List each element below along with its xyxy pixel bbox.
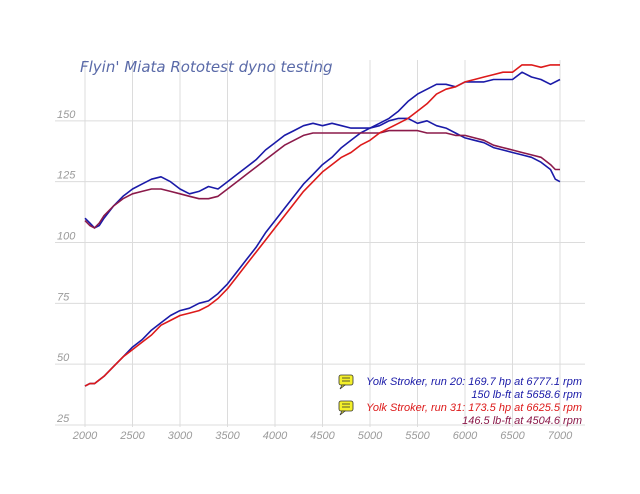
x-tick-label: 6500 <box>500 430 525 442</box>
legend: Yolk Stroker, run 20: 169.7 hp at 6777.1… <box>338 374 582 427</box>
note-icon <box>338 400 354 416</box>
series-line-2 <box>84 71 561 387</box>
legend-entry-text: Yolk Stroker, run 20: 169.7 hp at 6777.1… <box>366 376 582 388</box>
series-line-3 <box>84 129 560 229</box>
x-tick-label: 2500 <box>119 430 145 442</box>
x-tick-label: 5000 <box>358 430 383 442</box>
series-lines <box>84 64 561 387</box>
x-tick-label: 2000 <box>72 430 98 442</box>
y-tick-label: 100 <box>57 231 76 243</box>
series-line-4 <box>84 64 560 387</box>
legend-entry-text: 146.5 lb-ft at 4504.6 rpm <box>462 415 582 427</box>
x-tick-label: 3000 <box>168 430 193 442</box>
legend-entry-text: 150 lb-ft at 5658.6 rpm <box>471 389 582 401</box>
x-tick-label: 5500 <box>405 430 430 442</box>
y-tick-label: 75 <box>57 291 70 303</box>
x-tick-label: 3500 <box>215 430 240 442</box>
legend-entry-text: Yolk Stroker, run 31: 173.5 hp at 6625.5… <box>366 402 582 414</box>
tick-labels: 2000 2500 3000 3500 4000 4500 5000 5500 6000 6500… <box>56 109 573 442</box>
x-tick-label: 4500 <box>310 430 335 442</box>
y-tick-label: 25 <box>56 413 70 425</box>
y-tick-label: 125 <box>57 170 76 182</box>
x-tick-label: 6000 <box>453 430 478 442</box>
x-tick-label: 7000 <box>548 430 573 442</box>
x-tick-label: 4000 <box>263 430 288 442</box>
note-icon <box>338 374 354 390</box>
y-tick-label: 50 <box>57 352 70 364</box>
y-tick-label: 150 <box>57 109 76 121</box>
gridlines <box>55 60 585 427</box>
chart-title: Flyin' Miata Rototest dyno testing <box>80 58 332 76</box>
series-line-1 <box>84 117 561 229</box>
